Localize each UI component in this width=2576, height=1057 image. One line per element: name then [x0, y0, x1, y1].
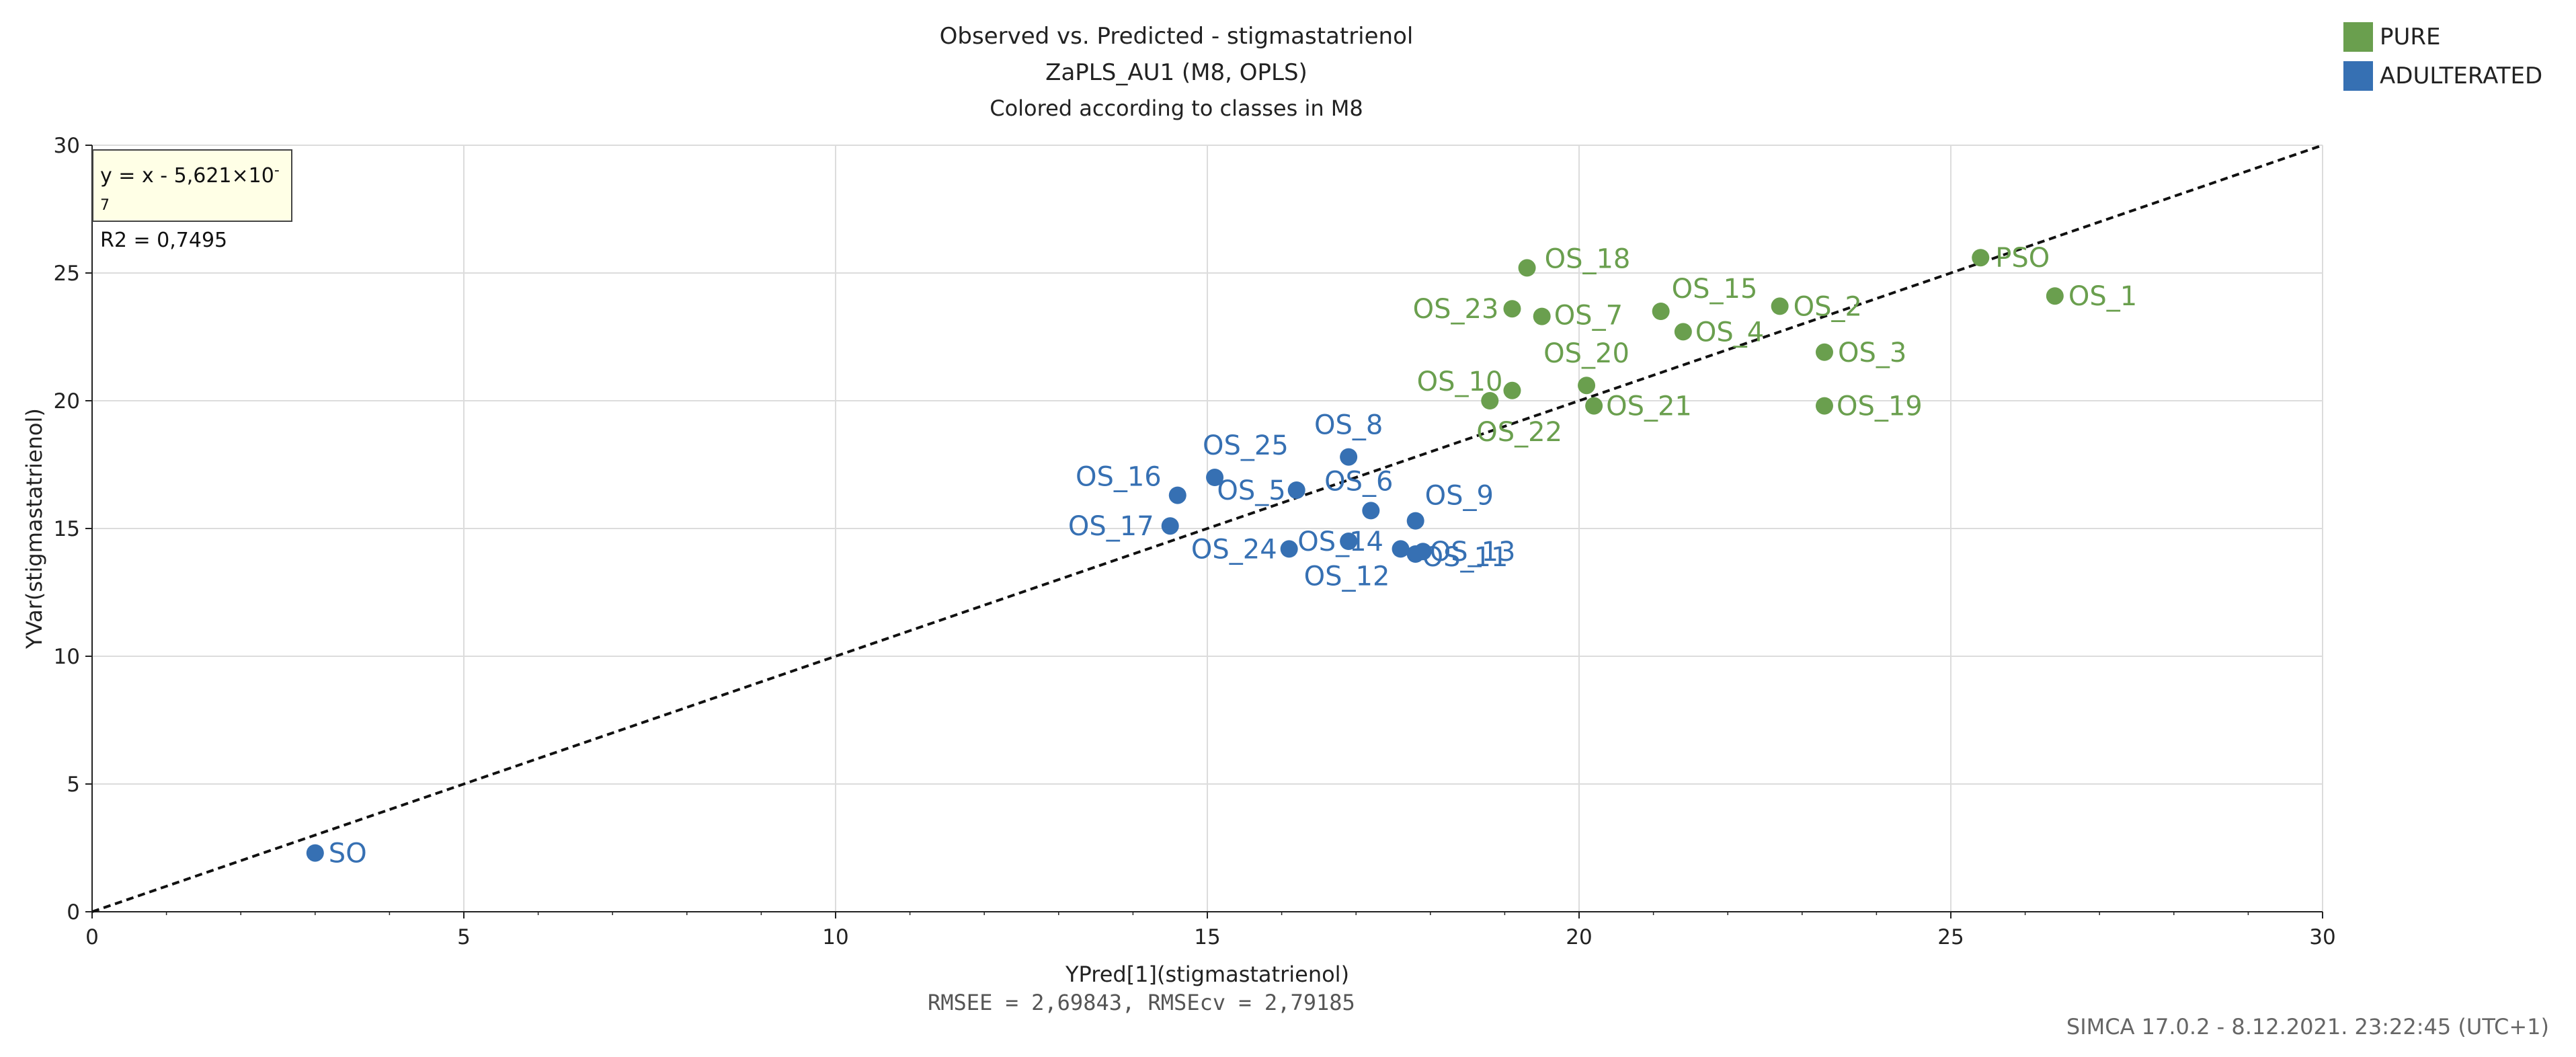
- data-point-label: OS_16: [1076, 462, 1162, 493]
- y-tick-label: 5: [67, 773, 80, 797]
- data-point-label: OS_1: [2068, 281, 2137, 312]
- y-tick-label: 20: [54, 389, 80, 414]
- rmse-text: RMSEE = 2,69843, RMSEcv = 2,79185: [928, 990, 1355, 1015]
- data-point-label: OS_7: [1554, 301, 1623, 331]
- data-point-label: OS_3: [1838, 338, 1906, 368]
- legend-label-adulterated: ADULTERATED: [2380, 63, 2543, 89]
- data-point-pure: [1585, 397, 1603, 415]
- data-point-label: OS_24: [1191, 534, 1277, 565]
- data-point-label: OS_12: [1304, 561, 1390, 592]
- y-tick-label: 0: [67, 900, 80, 925]
- data-point-pure: [1771, 297, 1789, 315]
- data-point-label: OS_23: [1413, 294, 1499, 325]
- data-point-label: OS_10: [1417, 366, 1503, 397]
- data-point-label: OS_17: [1068, 511, 1154, 542]
- data-point-label: OS_20: [1543, 338, 1629, 369]
- legend-label-pure: PURE: [2380, 24, 2441, 50]
- data-point-adulterated: [1406, 545, 1424, 563]
- data-point-label: OS_9: [1425, 481, 1494, 512]
- data-point-pure: [1533, 307, 1551, 325]
- legend: PURE ADULTERATED: [2343, 17, 2542, 95]
- data-point-adulterated: [1280, 540, 1298, 558]
- data-point-pure: [1518, 259, 1536, 277]
- legend-item-adulterated[interactable]: ADULTERATED: [2343, 56, 2542, 95]
- legend-swatch-adulterated: [2343, 61, 2373, 91]
- data-point-adulterated: [1362, 502, 1380, 520]
- regression-equation-box: y = x - 5,621×10-7 R2 = 0,7495: [92, 149, 292, 252]
- x-tick-label: 5: [457, 925, 471, 949]
- data-point-pure: [1503, 300, 1521, 318]
- x-tick-label: 10: [822, 925, 848, 949]
- data-point-label: OS_25: [1203, 430, 1289, 461]
- regression-line: [91, 144, 2323, 913]
- r2-value: R2 = 0,7495: [100, 229, 228, 252]
- software-footer: SIMCA 17.0.2 - 8.12.2021. 23:22:45 (UTC+…: [2066, 1014, 2549, 1040]
- x-tick-label: 25: [1937, 925, 1964, 949]
- data-point-adulterated: [1340, 448, 1358, 466]
- data-point-label: OS_5: [1217, 475, 1285, 506]
- y-tick-label: 25: [54, 262, 80, 286]
- legend-swatch-pure: [2343, 22, 2373, 52]
- data-point-label: OS_2: [1794, 291, 1862, 322]
- data-point-adulterated: [1340, 533, 1358, 550]
- legend-item-pure[interactable]: PURE: [2343, 17, 2542, 56]
- data-point-label: OS_21: [1606, 391, 1692, 422]
- chart-subtitle-classes: Colored according to classes in M8: [990, 95, 1363, 121]
- data-point-pure: [1972, 249, 1990, 267]
- data-point-adulterated: [1206, 469, 1224, 486]
- equation-text: y = x - 5,621×10: [100, 164, 274, 188]
- data-point-adulterated: [1392, 540, 1410, 558]
- x-axis-title: YPred[1](stigmastatrienol): [1065, 962, 1349, 987]
- y-tick-label: 30: [54, 134, 80, 158]
- data-point-pure: [1815, 343, 1833, 361]
- equation-exponent: -7: [100, 162, 280, 214]
- data-point-pure: [1815, 397, 1833, 415]
- data-point-pure: [1481, 392, 1499, 409]
- data-point-label: OS_22: [1476, 417, 1562, 448]
- data-point-pure: [2046, 287, 2064, 305]
- data-point-adulterated: [306, 844, 324, 862]
- data-point-label: OS_13: [1430, 537, 1516, 567]
- y-tick-label: 15: [54, 517, 80, 541]
- data-point-label: SO: [329, 838, 367, 869]
- x-tick-label: 0: [85, 925, 99, 949]
- data-point-adulterated: [1168, 486, 1186, 504]
- data-point-label: OS_15: [1672, 274, 1758, 305]
- x-tick-label: 30: [2309, 925, 2335, 949]
- data-point-pure: [1578, 377, 1596, 395]
- data-point-label: OS_18: [1545, 243, 1631, 274]
- data-point-label: OS_14: [1297, 526, 1383, 557]
- data-point-pure: [1674, 323, 1692, 341]
- data-point-pure: [1503, 381, 1521, 399]
- data-point-adulterated: [1161, 517, 1179, 535]
- x-tick-label: 20: [1566, 925, 1592, 949]
- y-tick-label: 10: [54, 645, 80, 669]
- data-point-label: OS_4: [1695, 317, 1764, 348]
- data-point-adulterated: [1287, 481, 1305, 499]
- x-tick-label: 15: [1194, 925, 1220, 949]
- data-point-adulterated: [1406, 512, 1424, 530]
- y-axis-title: YVar(stigmastatrienol): [22, 408, 47, 650]
- chart-subtitle: ZaPLS_AU1 (M8, OPLS): [1045, 59, 1307, 86]
- data-point-label: OS_8: [1314, 410, 1383, 441]
- data-point-label: OS_6: [1324, 466, 1393, 497]
- chart-title: Observed vs. Predicted - stigmastatrieno…: [939, 23, 1414, 50]
- data-point-label: OS_11: [1422, 542, 1508, 573]
- data-point-pure: [1652, 303, 1670, 320]
- regression-equation: y = x - 5,621×10-7: [100, 156, 284, 226]
- data-point-label: OS_19: [1837, 391, 1923, 422]
- data-point-label: PSO: [1995, 243, 2050, 274]
